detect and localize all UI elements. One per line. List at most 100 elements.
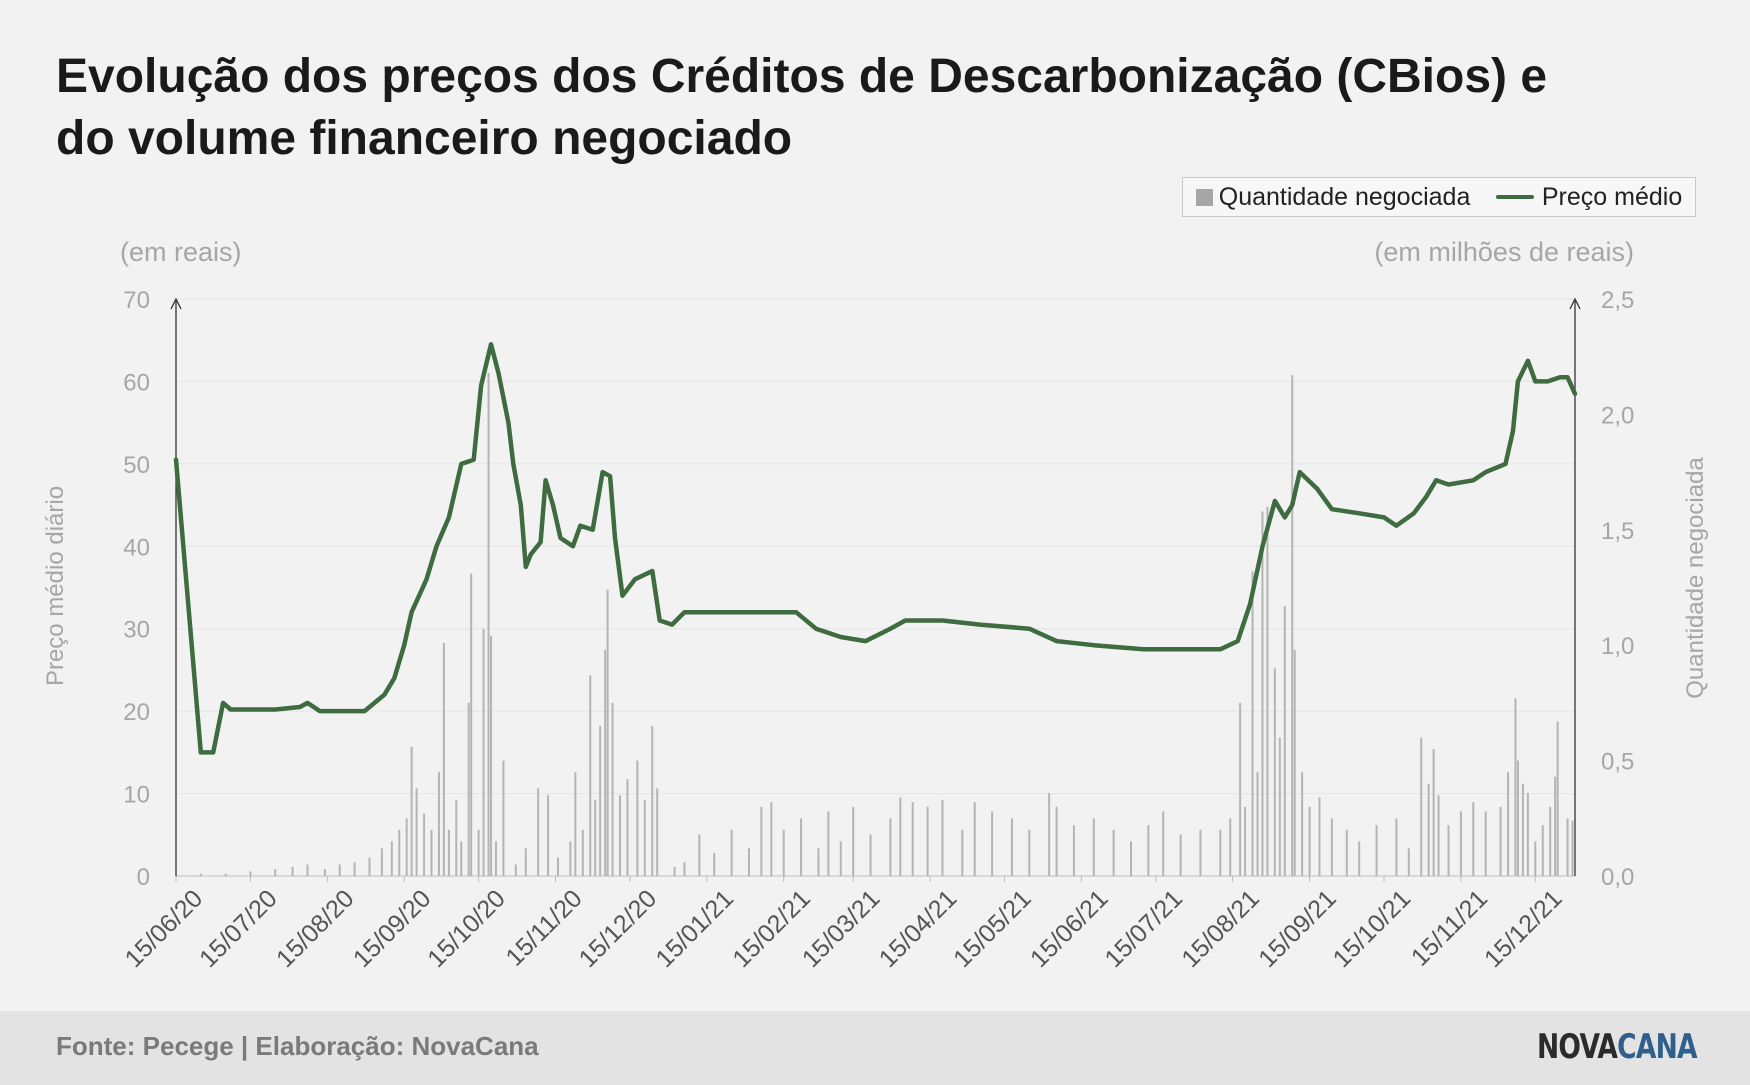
volume-bar bbox=[1318, 797, 1321, 876]
x-tick-label: 15/08/21 bbox=[1176, 884, 1265, 973]
volume-bar bbox=[1554, 776, 1557, 876]
volume-bar bbox=[1219, 829, 1222, 876]
y-tick-label-left: 0 bbox=[137, 864, 150, 891]
volume-bar bbox=[306, 864, 309, 876]
legend-item-line: Preço médio bbox=[1495, 182, 1683, 212]
y-tick-label-left: 60 bbox=[123, 369, 150, 396]
volume-bar bbox=[477, 829, 480, 876]
x-tick-label: 15/03/21 bbox=[797, 884, 886, 973]
logo-part-2: CANA bbox=[1617, 1027, 1697, 1067]
volume-bar bbox=[800, 818, 803, 876]
y-tick-label-right: 0,0 bbox=[1601, 864, 1634, 891]
volume-bar bbox=[1459, 811, 1462, 876]
x-tick-label: 15/09/21 bbox=[1253, 884, 1342, 973]
volume-bar bbox=[961, 829, 964, 876]
x-tick-label: 15/10/21 bbox=[1328, 884, 1417, 973]
volume-bar bbox=[1028, 829, 1031, 876]
volume-bar bbox=[1129, 841, 1132, 876]
volume-bar bbox=[1199, 829, 1202, 876]
volume-bar bbox=[941, 799, 944, 876]
x-tick-label: 15/12/20 bbox=[574, 884, 663, 973]
volume-bar bbox=[1010, 818, 1013, 876]
legend-label-bars: Quantidade negociada bbox=[1218, 182, 1471, 211]
volume-bar bbox=[698, 834, 701, 876]
volume-bar bbox=[249, 871, 252, 876]
volume-bar bbox=[1147, 825, 1150, 876]
volume-bar bbox=[1566, 818, 1569, 876]
volume-bar bbox=[1556, 721, 1559, 876]
y-tick-label-left: 50 bbox=[123, 452, 150, 479]
volume-bar bbox=[547, 795, 550, 876]
volume-bar bbox=[482, 629, 485, 876]
x-tick-label: 15/07/20 bbox=[194, 884, 283, 973]
volume-bar bbox=[626, 779, 629, 876]
volume-bar bbox=[455, 799, 458, 876]
left-unit-label: (em reais) bbox=[120, 237, 242, 267]
volume-bar bbox=[747, 848, 750, 876]
volume-bar bbox=[460, 841, 463, 876]
volume-bar bbox=[839, 841, 842, 876]
volume-bar bbox=[1291, 375, 1294, 876]
volume-bar bbox=[415, 788, 418, 876]
volume-bar bbox=[1179, 834, 1182, 876]
volume-bar bbox=[589, 675, 592, 876]
x-tick-label: 15/09/20 bbox=[348, 884, 437, 973]
volume-bar bbox=[760, 806, 763, 876]
x-tick-label: 15/12/21 bbox=[1479, 884, 1568, 973]
volume-bar bbox=[1521, 783, 1524, 876]
volume-bar bbox=[1499, 806, 1502, 876]
legend-swatch-line bbox=[1495, 195, 1534, 199]
volume-bar bbox=[1514, 698, 1517, 876]
volume-bar bbox=[1278, 737, 1281, 876]
volume-bar bbox=[1526, 792, 1529, 876]
volume-bar bbox=[1256, 772, 1259, 876]
y-tick-label-right: 2,5 bbox=[1601, 287, 1634, 314]
y-axis-right-arrow bbox=[1569, 297, 1581, 310]
volume-bar bbox=[1420, 737, 1423, 876]
volume-bar bbox=[636, 760, 639, 876]
volume-bar bbox=[291, 866, 294, 876]
chart-title: Evolução dos preços dos Créditos de Desc… bbox=[56, 50, 1548, 165]
volume-bar bbox=[368, 857, 371, 876]
volume-bar bbox=[594, 799, 597, 876]
volume-bar bbox=[852, 806, 855, 876]
volume-bar bbox=[869, 834, 872, 876]
volume-bar bbox=[1251, 571, 1254, 876]
x-tick-label: 15/01/21 bbox=[650, 884, 739, 973]
volume-bar bbox=[1432, 749, 1435, 876]
y-tick-label-right: 1,5 bbox=[1601, 518, 1634, 545]
volume-bar bbox=[1549, 806, 1552, 876]
volume-bar bbox=[1229, 818, 1232, 876]
y-axis-left-arrow bbox=[170, 297, 182, 310]
volume-bar bbox=[199, 873, 202, 876]
x-tick-label: 15/10/20 bbox=[422, 884, 511, 973]
volume-bar bbox=[1516, 760, 1519, 876]
volume-bar bbox=[1048, 792, 1051, 876]
novacana-logo: NOVACANA bbox=[1537, 1027, 1698, 1067]
volume-bar bbox=[224, 873, 227, 876]
x-tick-label: 15/08/20 bbox=[271, 884, 360, 973]
volume-bar bbox=[770, 802, 773, 876]
volume-bar bbox=[574, 772, 577, 876]
volume-bar bbox=[619, 795, 622, 876]
legend-label-line: Preço médio bbox=[1541, 182, 1683, 211]
volume-bar bbox=[569, 841, 572, 876]
volume-bar bbox=[442, 642, 445, 876]
volume-bar bbox=[604, 649, 607, 876]
volume-bar bbox=[673, 866, 676, 876]
volume-bar bbox=[514, 864, 517, 876]
x-tick-label: 15/04/21 bbox=[874, 884, 963, 973]
volume-bar bbox=[1244, 806, 1247, 876]
volume-bar bbox=[467, 702, 470, 876]
volume-bar bbox=[1301, 772, 1304, 876]
volume-bar bbox=[1407, 848, 1410, 876]
chart-legend: Quantidade negociada Preço médio bbox=[1182, 177, 1696, 217]
volume-bar bbox=[398, 829, 401, 876]
y-axis-title-right: Quantidade negociada bbox=[1682, 457, 1709, 699]
volume-bar bbox=[926, 806, 929, 876]
y-tick-label-left: 30 bbox=[123, 617, 150, 644]
volume-bar bbox=[405, 818, 408, 876]
volume-bar bbox=[1534, 841, 1537, 876]
y-tick-label-right: 1,0 bbox=[1601, 633, 1634, 660]
volume-bar bbox=[1484, 811, 1487, 876]
